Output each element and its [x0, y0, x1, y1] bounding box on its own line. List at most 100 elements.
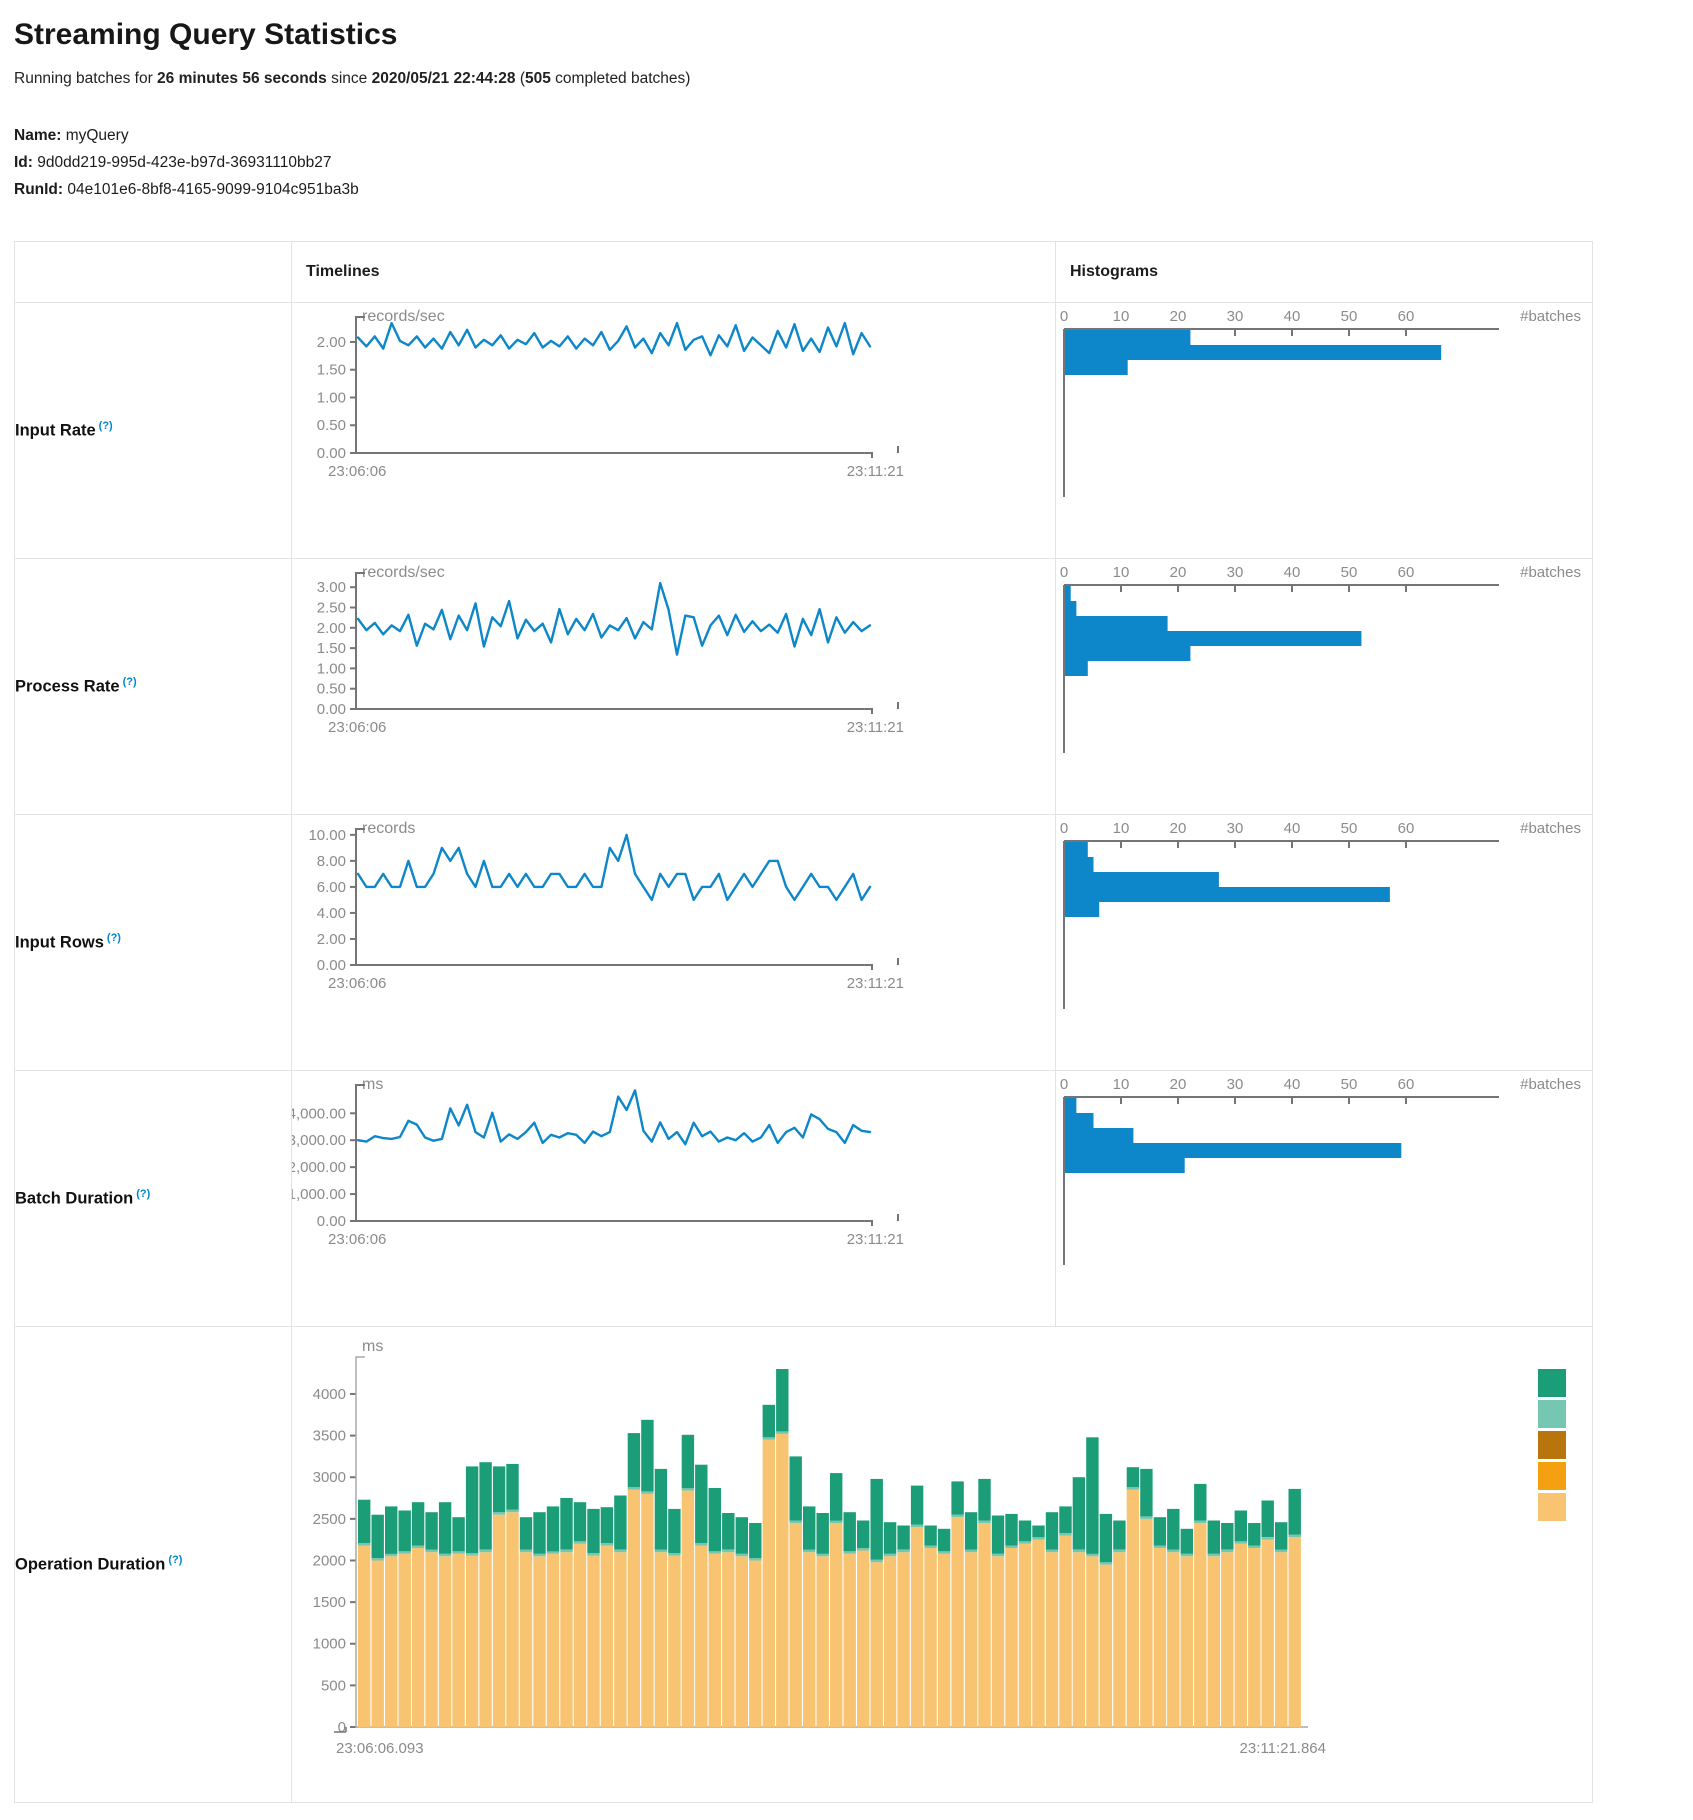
- completed-batch-count: 505: [524, 70, 551, 87]
- svg-text:60: 60: [1398, 820, 1415, 837]
- table-row: Batch Duration (?) ms 4,000.00 3,000.00 2,00…: [14, 1070, 1593, 1327]
- metric-label-cell: Operation Duration (?): [14, 1326, 292, 1803]
- svg-text:23:11:21.864: 23:11:21.864: [1240, 1740, 1326, 1757]
- summary-suffix: completed batches): [550, 70, 691, 87]
- metric-label: Input Rate: [15, 421, 96, 440]
- help-icon[interactable]: (?): [106, 932, 121, 945]
- svg-text:4,000.00: 4,000.00: [292, 1105, 346, 1122]
- table-row: Input Rate (?) records/sec 2.00 1.50 1.00 0.5…: [14, 302, 1593, 559]
- input-rows-histogram-chart: 0 10 20 30 40 50 60 #batches: [1056, 815, 1592, 1070]
- svg-text:40: 40: [1284, 820, 1301, 837]
- summary-prefix: Running batches for: [14, 70, 158, 87]
- table-row: Process Rate (?) records/sec 3.00 2.50 2.00 1…: [14, 558, 1593, 815]
- process-rate-timeline-chart: records/sec 3.00 2.50 2.00 1.50 1.00 0.50 0.00 2…: [292, 559, 1055, 764]
- metric-column-header: [14, 241, 292, 303]
- svg-text:2500: 2500: [313, 1511, 346, 1528]
- svg-text:23:11:21: 23:11:21: [847, 975, 904, 992]
- svg-text:23:06:06.093: 23:06:06.093: [336, 1740, 424, 1757]
- query-info-block: Name: myQuery Id: 9d0dd219-995d-423e-b97…: [14, 122, 1693, 203]
- svg-text:10: 10: [1113, 564, 1130, 581]
- svg-text:1.00: 1.00: [317, 389, 346, 406]
- svg-text:20: 20: [1170, 564, 1187, 581]
- input-rows-timeline-chart: records 10.00 8.00 6.00 4.00 2.00 0.00 23:06:06…: [292, 815, 1055, 1020]
- input-rate-histogram-cell: 0 10 20 30 40 50 60 #batches: [1055, 302, 1593, 559]
- svg-text:30: 30: [1227, 564, 1244, 581]
- svg-text:50: 50: [1341, 1076, 1358, 1093]
- svg-text:ms: ms: [362, 1338, 383, 1355]
- summary-mid: since: [326, 70, 372, 87]
- name-label: Name:: [14, 127, 62, 144]
- svg-text:ms: ms: [362, 1076, 383, 1093]
- svg-text:0: 0: [338, 1719, 346, 1736]
- metric-label-cell: Input Rate (?): [14, 302, 292, 559]
- svg-text:10.00: 10.00: [308, 827, 346, 844]
- metric-label: Batch Duration: [15, 1189, 134, 1208]
- svg-text:23:11:21: 23:11:21: [847, 1231, 904, 1248]
- svg-text:50: 50: [1341, 820, 1358, 837]
- svg-text:30: 30: [1227, 308, 1244, 325]
- help-icon[interactable]: (?): [136, 1188, 151, 1201]
- batch-duration-histogram-chart: 0 10 20 30 40 50 60 #batches: [1056, 1071, 1592, 1326]
- svg-text:3000: 3000: [313, 1469, 346, 1486]
- svg-text:50: 50: [1341, 564, 1358, 581]
- svg-text:60: 60: [1398, 564, 1415, 581]
- svg-text:2.00: 2.00: [317, 334, 346, 351]
- svg-text:40: 40: [1284, 1076, 1301, 1093]
- svg-text:10: 10: [1113, 308, 1130, 325]
- svg-text:#batches: #batches: [1520, 1076, 1581, 1093]
- id-value: 9d0dd219-995d-423e-b97d-36931110bb27: [37, 154, 332, 171]
- svg-text:60: 60: [1398, 308, 1415, 325]
- svg-text:3500: 3500: [313, 1428, 346, 1445]
- svg-text:40: 40: [1284, 564, 1301, 581]
- query-id-line: Id: 9d0dd219-995d-423e-b97d-36931110bb27: [14, 149, 1693, 176]
- svg-text:30: 30: [1227, 820, 1244, 837]
- name-value: myQuery: [65, 127, 129, 144]
- batch-duration-timeline-cell: ms 4,000.00 3,000.00 2,000.00 1,000.00 0.00 23…: [291, 1070, 1056, 1327]
- metric-label-cell: Process Rate (?): [14, 558, 292, 815]
- svg-text:4000: 4000: [313, 1386, 346, 1403]
- svg-text:0: 0: [1060, 308, 1068, 325]
- input-rows-timeline-cell: records 10.00 8.00 6.00 4.00 2.00 0.00 23:06:06…: [291, 814, 1056, 1071]
- svg-text:3,000.00: 3,000.00: [292, 1132, 346, 1149]
- svg-text:2,000.00: 2,000.00: [292, 1159, 346, 1176]
- process-rate-histogram-chart: 0 10 20 30 40 50 60 #batches: [1056, 559, 1592, 814]
- help-icon[interactable]: (?): [168, 1554, 183, 1567]
- svg-text:0.50: 0.50: [317, 681, 346, 698]
- svg-text:0: 0: [1060, 820, 1068, 837]
- svg-text:records/sec: records/sec: [362, 564, 445, 581]
- input-rate-timeline-chart: records/sec 2.00 1.50 1.00 0.50 0.00 23:06:06 2…: [292, 303, 1055, 508]
- legend-swatch: [1538, 1369, 1566, 1397]
- table-row: Operation Duration (?) ms 4000 3500 3000 2500…: [14, 1326, 1593, 1803]
- svg-text:23:06:06: 23:06:06: [328, 975, 386, 992]
- svg-text:0.00: 0.00: [317, 445, 346, 462]
- svg-text:23:11:21: 23:11:21: [847, 463, 904, 480]
- operation-duration-cell: ms 4000 3500 3000 2500 2000 1500 1000 500 0 23:06:…: [291, 1326, 1593, 1803]
- svg-text:23:06:06: 23:06:06: [328, 719, 386, 736]
- svg-text:1500: 1500: [313, 1594, 346, 1611]
- legend-swatch: [1538, 1493, 1566, 1521]
- start-time: 2020/05/21 22:44:28: [371, 70, 516, 87]
- help-icon[interactable]: (?): [122, 676, 137, 689]
- input-rate-timeline-cell: records/sec 2.00 1.50 1.00 0.50 0.00 23:06:06 2…: [291, 302, 1056, 559]
- svg-text:50: 50: [1341, 308, 1358, 325]
- svg-text:1.50: 1.50: [317, 640, 346, 657]
- input-rate-histogram-chart: 0 10 20 30 40 50 60 #batches: [1056, 303, 1592, 558]
- metric-label: Process Rate: [15, 677, 120, 696]
- svg-text:records: records: [362, 820, 415, 837]
- svg-text:2.50: 2.50: [317, 600, 346, 617]
- batch-duration-timeline-chart: ms 4,000.00 3,000.00 2,000.00 1,000.00 0.00 23…: [292, 1071, 1055, 1276]
- process-rate-histogram-cell: 0 10 20 30 40 50 60 #batches: [1055, 558, 1593, 815]
- svg-text:10: 10: [1113, 1076, 1130, 1093]
- help-icon[interactable]: (?): [98, 420, 113, 433]
- svg-text:#batches: #batches: [1520, 820, 1581, 837]
- svg-text:500: 500: [321, 1677, 346, 1694]
- page-title: Streaming Query Statistics: [14, 18, 398, 51]
- query-runid-line: RunId: 04e101e6-8bf8-4165-9099-9104c951b…: [14, 176, 1693, 203]
- table-header-row: Timelines Histograms: [14, 241, 1593, 303]
- svg-text:0.50: 0.50: [317, 417, 346, 434]
- id-label: Id:: [14, 154, 33, 171]
- svg-text:3.00: 3.00: [317, 579, 346, 596]
- svg-text:4.00: 4.00: [317, 905, 346, 922]
- metric-label: Input Rows: [15, 933, 104, 952]
- svg-text:records/sec: records/sec: [362, 308, 445, 325]
